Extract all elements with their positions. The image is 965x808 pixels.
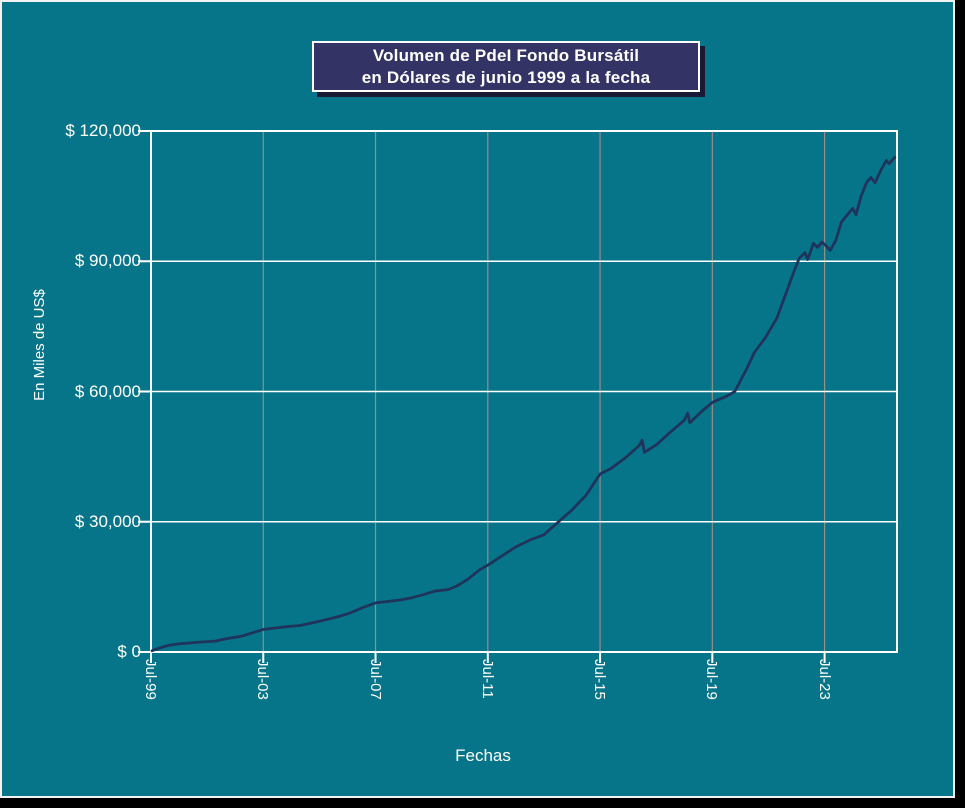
x-axis-title: Fechas — [455, 746, 511, 765]
x-tick-label: Jul-19 — [703, 659, 721, 700]
x-tick-label: Jul-15 — [591, 659, 609, 700]
chart-title-line2: en Dólares de junio 1999 a la fecha — [361, 67, 651, 87]
y-tick-label: $ 120,000 — [65, 121, 141, 140]
x-tick-label: Jul-07 — [366, 659, 384, 700]
y-tick-label: $ 30,000 — [74, 511, 141, 531]
y-tick-label: $ 90,000 — [74, 251, 141, 271]
x-tick-label: Jul-23 — [815, 659, 833, 700]
x-tick-label: Jul-99 — [142, 659, 159, 700]
x-tick-label: Jul-03 — [254, 659, 272, 700]
y-axis-title: En Miles de US$ — [31, 289, 48, 401]
y-tick-label: $ 60,000 — [74, 381, 141, 401]
chart-title-box: Volumen de PdeI Fondo Bursátil en Dólare… — [312, 41, 700, 92]
y-tick-label: $ 0 — [117, 642, 141, 661]
chart-title-line1: Volumen de PdeI Fondo Bursátil — [372, 45, 640, 65]
x-tick-label: Jul-11 — [478, 659, 496, 699]
